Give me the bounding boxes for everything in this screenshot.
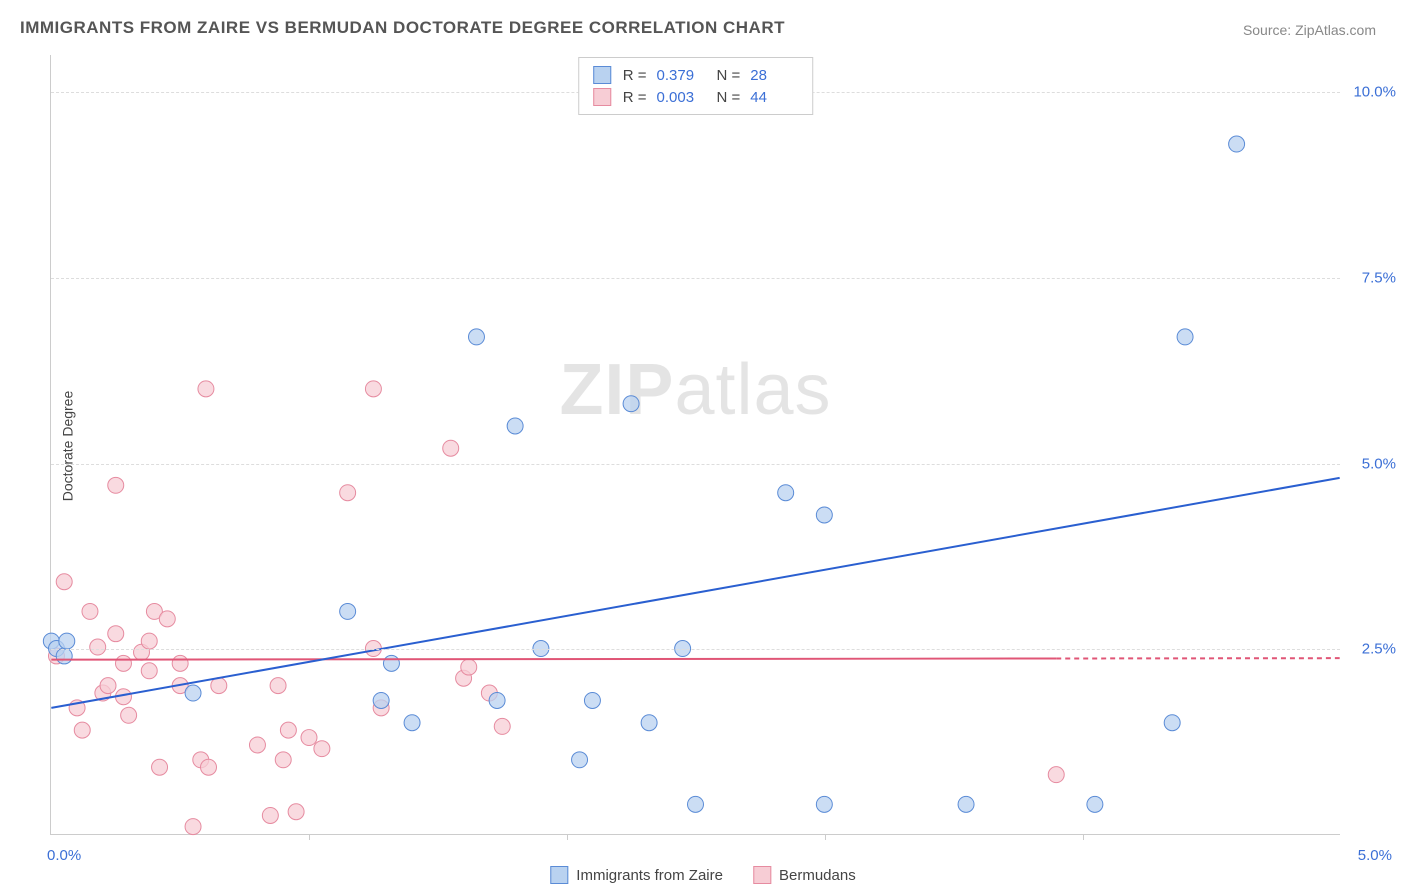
legend-swatch-2 xyxy=(753,866,771,884)
n-label-2: N = xyxy=(717,89,741,106)
r-label-2: R = xyxy=(623,89,647,106)
x-tick-left: 0.0% xyxy=(47,847,81,864)
legend-item-2: Bermudans xyxy=(753,866,856,884)
legend-swatch-1 xyxy=(550,866,568,884)
y-tick-label: 2.5% xyxy=(1362,641,1396,658)
chart-title: IMMIGRANTS FROM ZAIRE VS BERMUDAN DOCTOR… xyxy=(20,18,785,38)
plot-area: ZIPatlas R = 0.379 N = 28 R = 0.003 N = … xyxy=(50,55,1340,835)
stats-row-1: R = 0.379 N = 28 xyxy=(593,64,799,86)
y-tick-label: 10.0% xyxy=(1353,84,1396,101)
x-tick-right: 5.0% xyxy=(1358,847,1392,864)
y-tick-label: 7.5% xyxy=(1362,269,1396,286)
chart-container: IMMIGRANTS FROM ZAIRE VS BERMUDAN DOCTOR… xyxy=(0,0,1406,892)
stats-legend: R = 0.379 N = 28 R = 0.003 N = 44 xyxy=(578,57,814,115)
legend-label-2: Bermudans xyxy=(779,867,856,884)
plot-svg xyxy=(51,55,1340,834)
n-value-2: 44 xyxy=(750,89,798,106)
r-value-2: 0.003 xyxy=(657,89,705,106)
r-label-1: R = xyxy=(623,67,647,84)
swatch-series1 xyxy=(593,66,611,84)
legend-label-1: Immigrants from Zaire xyxy=(576,867,723,884)
n-label-1: N = xyxy=(717,67,741,84)
n-value-1: 28 xyxy=(750,67,798,84)
source-text: Source: ZipAtlas.com xyxy=(1243,22,1376,38)
r-value-1: 0.379 xyxy=(657,67,705,84)
legend-item-1: Immigrants from Zaire xyxy=(550,866,723,884)
y-tick-label: 5.0% xyxy=(1362,455,1396,472)
stats-row-2: R = 0.003 N = 44 xyxy=(593,86,799,108)
bottom-legend: Immigrants from Zaire Bermudans xyxy=(550,866,855,884)
swatch-series2 xyxy=(593,88,611,106)
